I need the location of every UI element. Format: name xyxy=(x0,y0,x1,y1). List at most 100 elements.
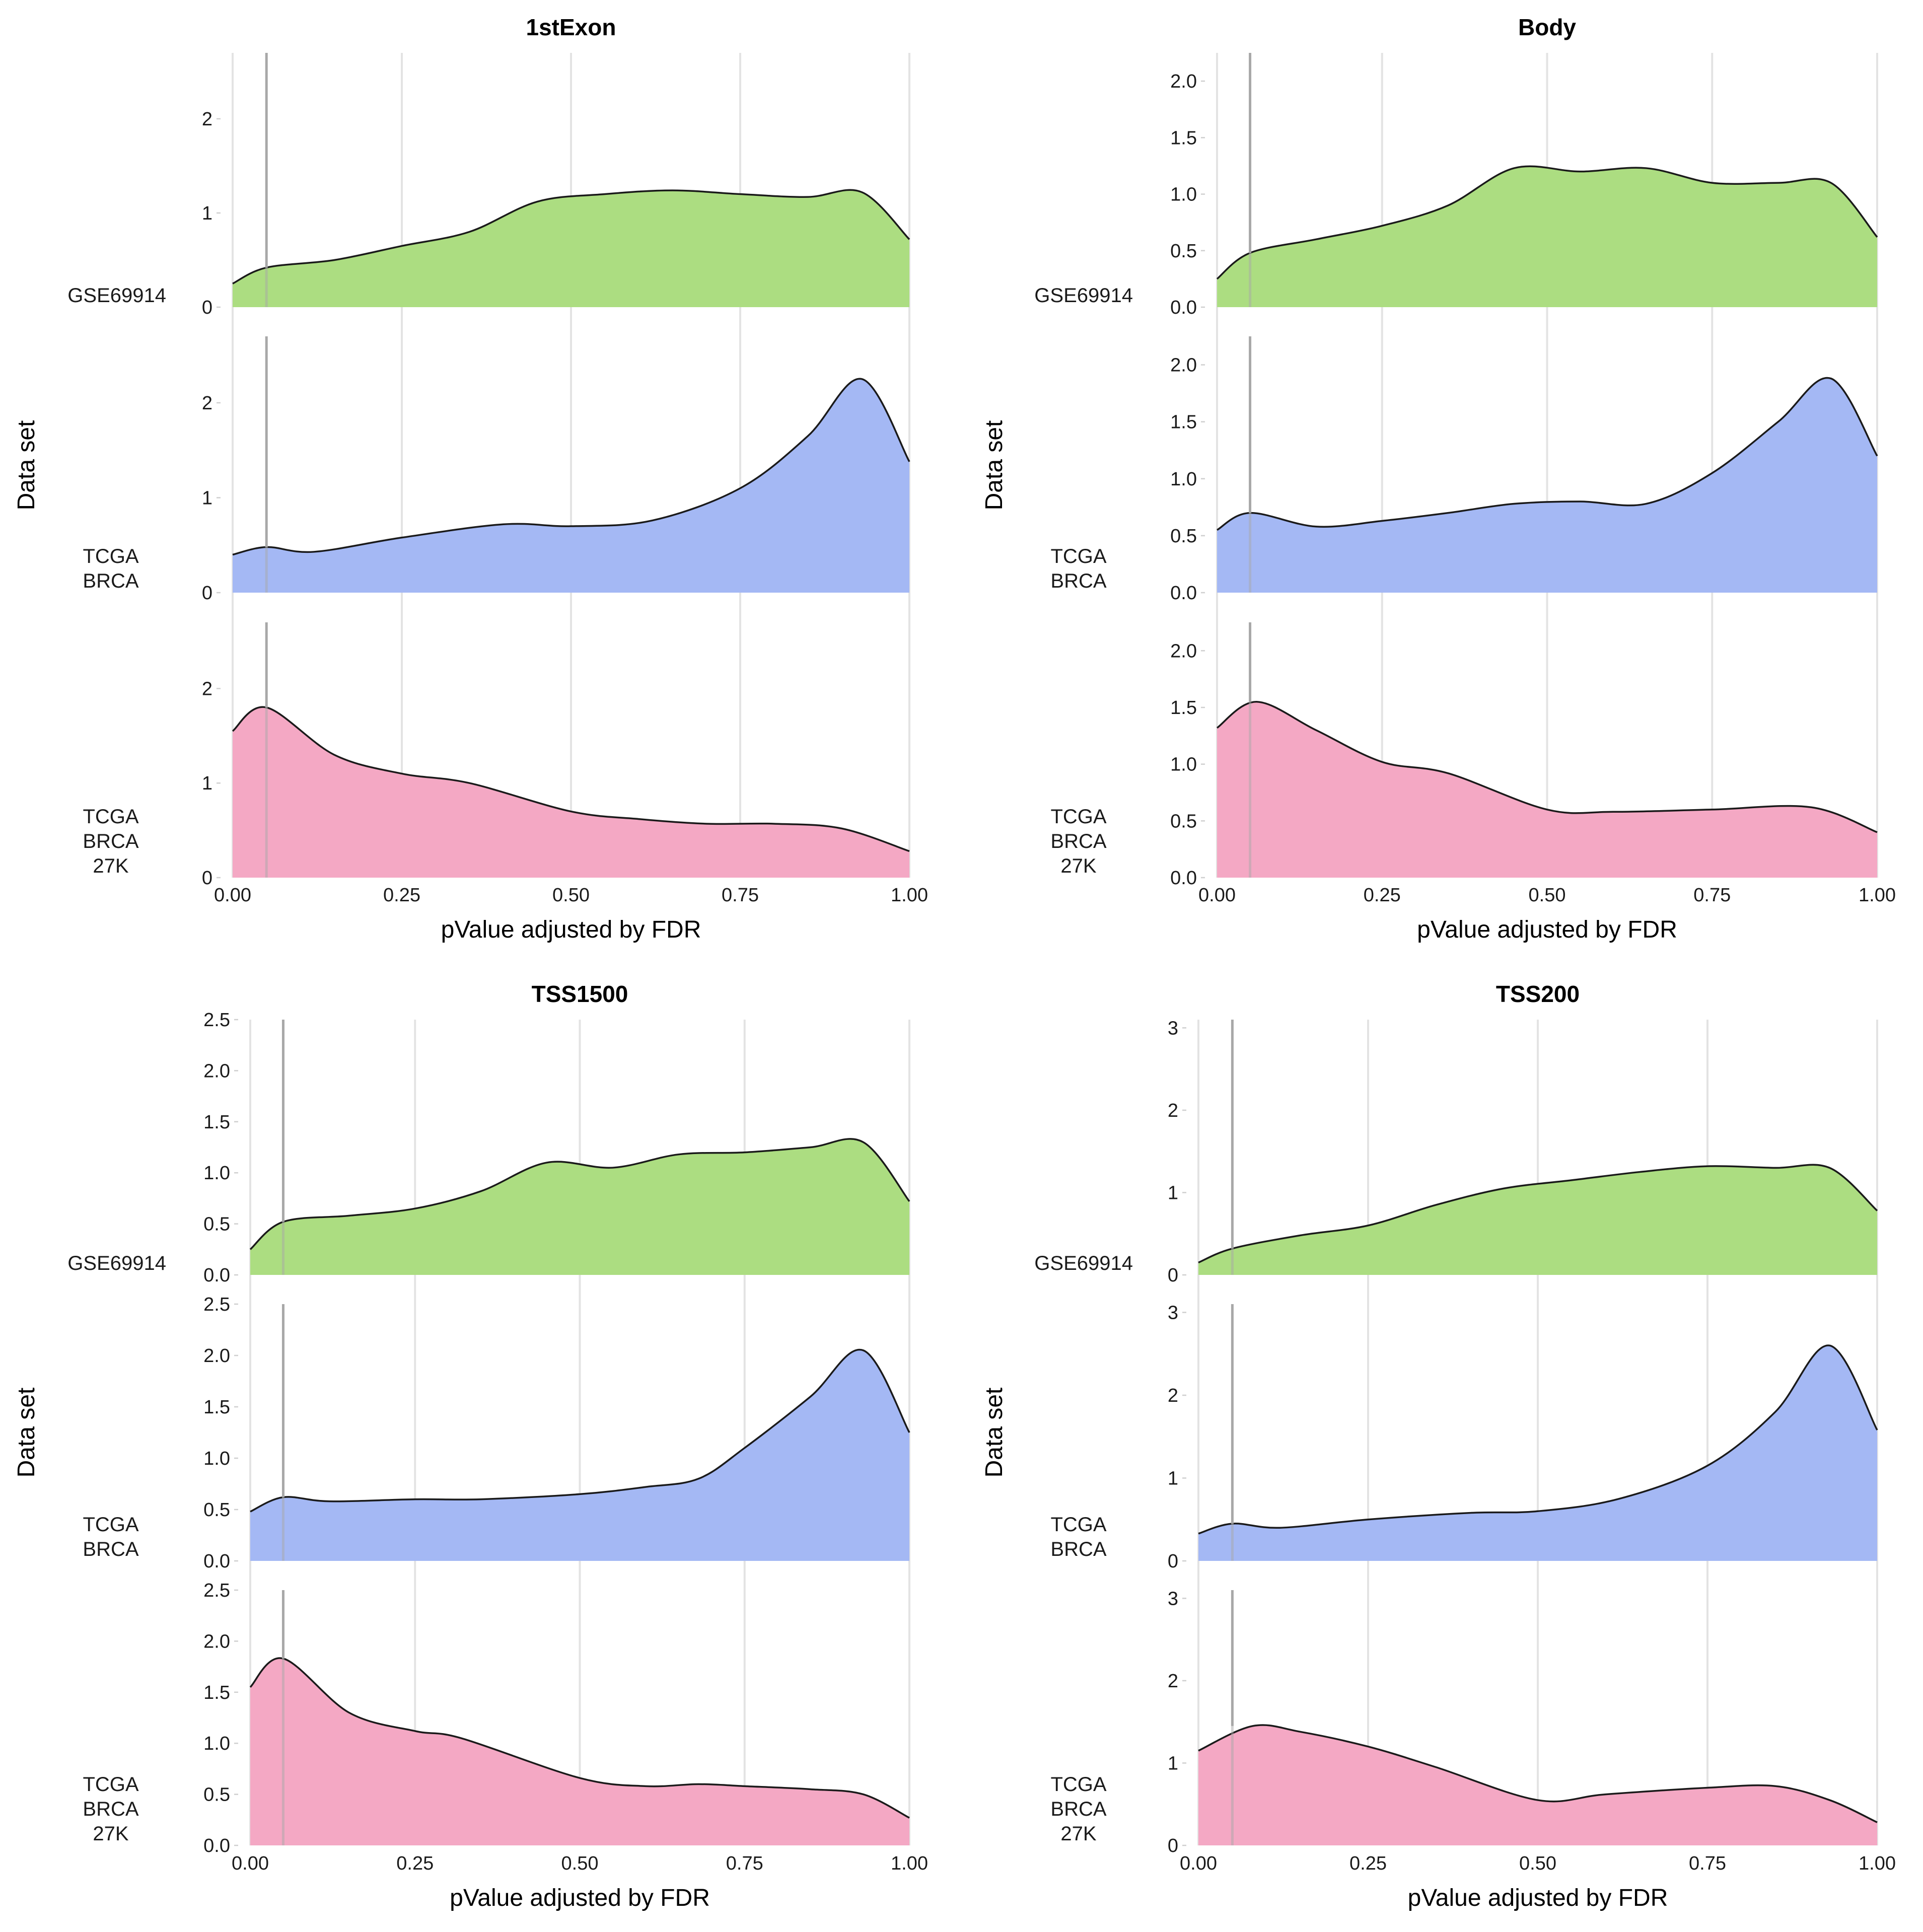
x-tick-label: 0.50 xyxy=(1529,885,1566,906)
dataset-label-line: BRCA xyxy=(1050,1538,1106,1560)
ridge-tcga-brca: 0 1 2 TCGA BRCA xyxy=(83,336,910,604)
ridge-tcga-brca: 0.0 0.5 1.0 1.5 2.0 TCGA BRCA xyxy=(1050,336,1878,604)
x-tick-label: 0.25 xyxy=(396,1853,434,1874)
y-tick-label: 2 xyxy=(202,393,212,414)
y-tick-label: 1.5 xyxy=(203,1397,230,1418)
y-tick-label: 0 xyxy=(202,583,212,604)
y-tick-label: 1.5 xyxy=(203,1682,230,1703)
y-tick-label: 1.0 xyxy=(203,1733,230,1754)
density-line xyxy=(250,1348,910,1513)
dataset-label: GSE69914 xyxy=(1034,1252,1133,1274)
x-tick-label: 0.75 xyxy=(722,885,759,906)
dataset-label-line: BRCA xyxy=(1050,1798,1106,1820)
y-tick-label: 0.0 xyxy=(1170,297,1197,318)
y-tick-label: 1.5 xyxy=(1170,412,1197,433)
density-area xyxy=(1198,1165,1877,1275)
panel-1stexon: 1stExon012GSE69914012TCGABRCA012TCGABRCA… xyxy=(13,14,928,943)
density-area xyxy=(250,1658,909,1845)
x-axis-title: pValue adjusted by FDR xyxy=(1417,916,1677,943)
ridge-gse69914: 0.0 0.5 1.0 1.5 2.0 GSE69914 xyxy=(1034,53,1878,318)
x-tick-label: 0.25 xyxy=(383,885,420,906)
x-tick-label: 0.75 xyxy=(1689,1853,1726,1874)
y-tick-label: 2.0 xyxy=(203,1060,230,1082)
y-tick-label: 1.0 xyxy=(1170,469,1197,490)
dataset-label-line: BRCA xyxy=(1050,830,1106,852)
y-tick-label: 3 xyxy=(1168,1302,1178,1323)
panel-title: 1stExon xyxy=(526,14,616,40)
y-tick-label: 1 xyxy=(1168,1753,1178,1774)
y-tick-label: 0 xyxy=(202,868,212,889)
dataset-label-line: TCGA xyxy=(1050,1514,1106,1536)
density-area xyxy=(233,379,909,593)
density-line xyxy=(1216,165,1878,280)
y-tick-label: 2.0 xyxy=(203,1345,230,1367)
y-tick-label: 0.5 xyxy=(1170,526,1197,547)
y-tick-label: 0 xyxy=(1168,1551,1178,1572)
x-tick-label: 0.25 xyxy=(1349,1853,1387,1874)
density-area xyxy=(250,1349,909,1561)
dataset-label-line: TCGA xyxy=(1050,1773,1106,1796)
dataset-label-line: TCGA xyxy=(1050,806,1106,828)
dataset-label: GSE69914 xyxy=(1034,284,1133,307)
y-tick-label: 2.0 xyxy=(203,1631,230,1652)
y-axis-title: Data set xyxy=(981,1388,1008,1478)
y-tick-label: 2.5 xyxy=(203,1010,230,1031)
y-tick-label: 2 xyxy=(202,109,212,130)
x-tick-label: 1.00 xyxy=(891,885,928,906)
dataset-label-line: 27K xyxy=(1060,855,1096,877)
density-area xyxy=(1198,1725,1877,1845)
panel-title: Body xyxy=(1518,14,1576,40)
y-tick-label: 0 xyxy=(1168,1835,1178,1856)
x-tick-label: 0.75 xyxy=(726,1853,763,1874)
y-tick-label: 2.0 xyxy=(1170,71,1197,92)
dataset-label: GSE69914 xyxy=(67,284,166,307)
dataset-label: GSE69914 xyxy=(67,1252,166,1274)
y-axis-title: Data set xyxy=(981,420,1008,511)
density-line xyxy=(249,1657,910,1819)
dataset-label-line: BRCA xyxy=(83,1538,138,1560)
y-tick-label: 0.0 xyxy=(203,1265,230,1286)
y-tick-label: 0.0 xyxy=(203,1551,230,1572)
density-area xyxy=(1217,701,1877,878)
dataset-label-line: TCGA xyxy=(1050,545,1106,567)
x-tick-label: 1.00 xyxy=(891,1853,928,1874)
x-tick-label: 0.25 xyxy=(1364,885,1401,906)
y-tick-label: 0.5 xyxy=(203,1784,230,1806)
y-tick-label: 0 xyxy=(202,297,212,318)
y-tick-label: 1 xyxy=(1168,1468,1178,1489)
density-area xyxy=(1217,166,1877,307)
dataset-label-line: TCGA xyxy=(83,1773,138,1796)
x-tick-label: 0.50 xyxy=(552,885,590,906)
y-tick-label: 0.5 xyxy=(1170,241,1197,262)
y-tick-label: 2 xyxy=(1168,1671,1178,1692)
x-tick-label: 0.50 xyxy=(561,1853,599,1874)
ridge-gse69914: 0 1 2 3 GSE69914 xyxy=(1034,1018,1878,1286)
density-line xyxy=(1198,1164,1878,1264)
panel-tss1500: TSS1500 0.0 0.5 1.0 1.5 2.0 2.5 GSE69914 0.0 0.5 1… xyxy=(13,981,928,1911)
panel-title: TSS200 xyxy=(1496,981,1580,1007)
density-line xyxy=(1216,700,1878,833)
x-tick-label: 0.00 xyxy=(1180,1853,1217,1874)
x-tick-label: 0.00 xyxy=(1198,885,1236,906)
y-tick-label: 0.5 xyxy=(1170,811,1197,832)
density-line xyxy=(249,1138,910,1250)
density-line xyxy=(232,706,910,852)
panel-body: Body 0.0 0.5 1.0 1.5 2.0 GSE69914 0.0 0.5 1.0 1.5 2… xyxy=(981,14,1896,943)
y-tick-label: 2.5 xyxy=(203,1294,230,1315)
x-tick-label: 1.00 xyxy=(1859,885,1896,906)
y-tick-label: 2 xyxy=(1168,1100,1178,1121)
density-line xyxy=(232,189,910,284)
y-tick-label: 1 xyxy=(1168,1182,1178,1203)
dataset-label-line: TCGA xyxy=(83,806,138,828)
density-area xyxy=(233,190,909,307)
y-tick-label: 2.0 xyxy=(1170,355,1197,376)
dataset-label-line: 27K xyxy=(93,855,128,877)
x-tick-label: 0.50 xyxy=(1519,1853,1556,1874)
dataset-label-line: BRCA xyxy=(83,830,138,852)
y-tick-label: 3 xyxy=(1168,1588,1178,1609)
y-axis-title: Data set xyxy=(13,420,40,511)
